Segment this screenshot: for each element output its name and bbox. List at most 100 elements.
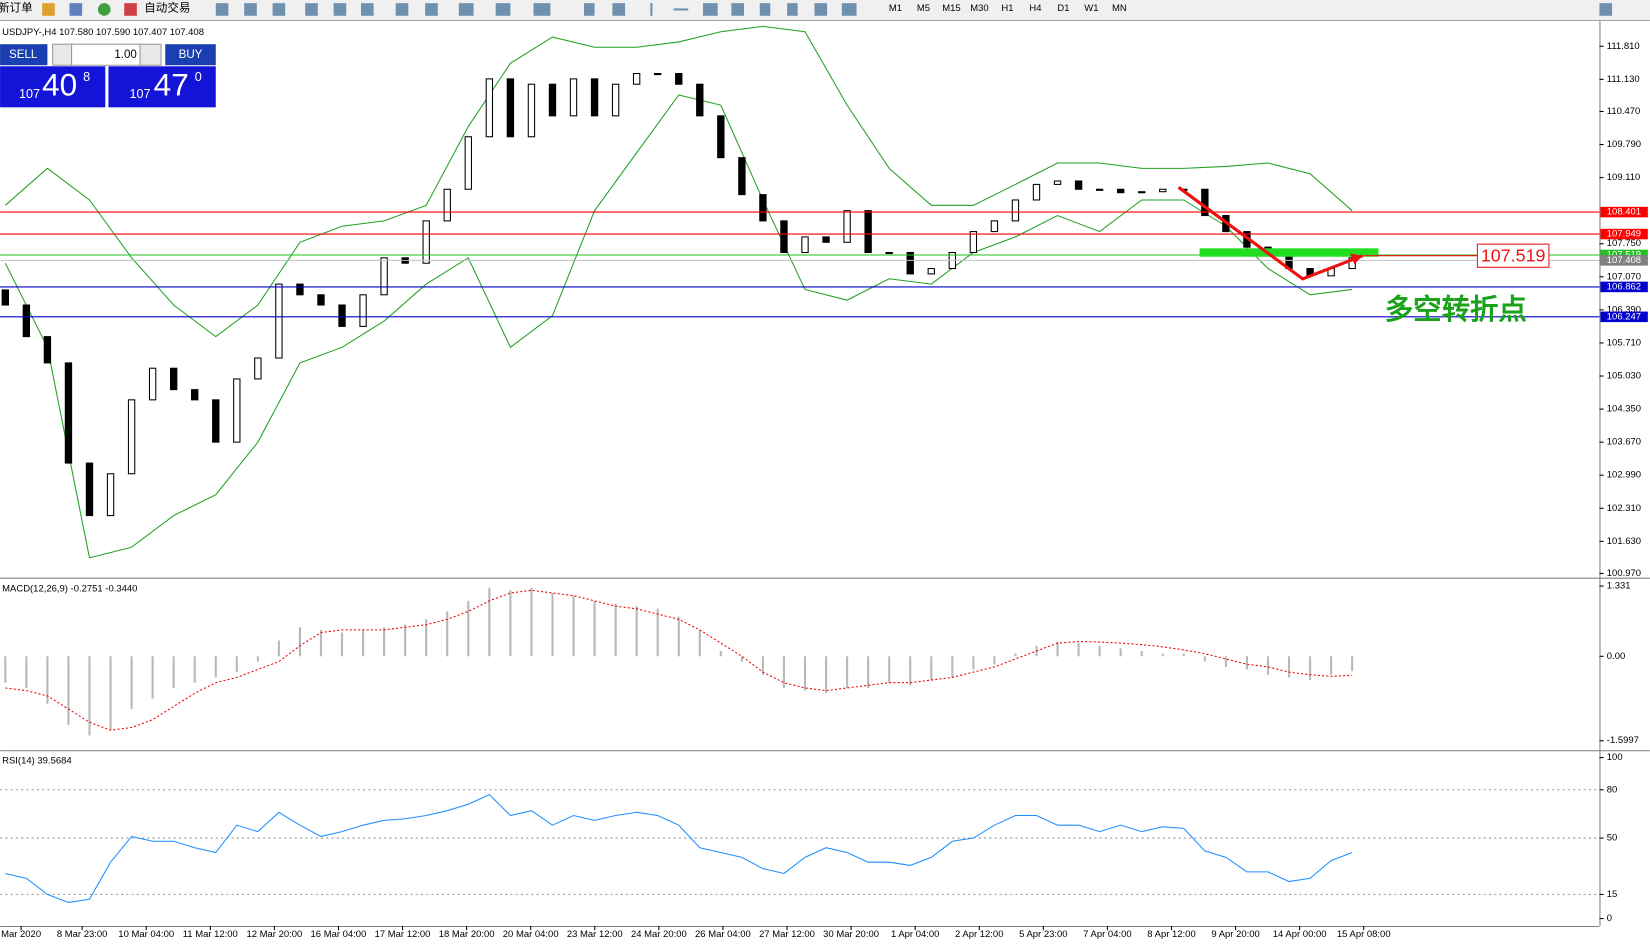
bid-box[interactable] [0,66,106,108]
auto-trade-button[interactable]: 自动交易 [144,0,190,14]
x-tick-label: 15 Apr 08:00 [1337,929,1391,940]
y-tick-label: 80 [1607,784,1618,795]
candle [169,367,178,391]
candle [85,462,94,517]
price-level-tag [1600,249,1648,261]
candle [569,78,578,117]
arrow-path [1177,186,1364,281]
candle [611,83,620,117]
icon[interactable] [759,3,771,16]
candle [1159,188,1167,193]
icon[interactable] [333,3,347,16]
timeframe-button[interactable]: W1 [1084,3,1098,14]
y-tick-label: 50 [1607,833,1618,844]
icon[interactable] [841,3,857,16]
y-tick-label: 100.970 [1607,568,1641,579]
icon[interactable] [702,3,718,16]
y-tick-label: 0.00 [1607,651,1625,662]
macd-signal [5,589,1353,731]
price-level-tag [1600,281,1648,293]
icon[interactable] [458,3,474,16]
candle [359,294,367,327]
x-tick-label: 12 Mar 20:00 [246,929,302,940]
sell-label[interactable]: SELL [9,49,38,61]
icon[interactable] [244,3,257,16]
y-tick-label: 111.130 [1607,74,1640,85]
sell-button[interactable] [0,44,48,66]
y-tick-label: 103.670 [1607,437,1641,448]
y-tick-label: 100 [1607,752,1623,763]
buy-label[interactable]: BUY [179,49,203,61]
icon[interactable] [425,3,438,16]
icon[interactable] [673,8,689,11]
y-tick-label: 15 [1607,889,1618,900]
candle [717,115,725,159]
x-tick-label: 24 Mar 20:00 [631,929,687,940]
icon[interactable] [42,3,55,16]
icon[interactable] [69,3,83,16]
icon[interactable] [305,3,318,16]
ask-main: 47 [154,67,189,103]
y-tick-label: 1.331 [1607,581,1631,592]
timeframe-button[interactable]: M1 [889,3,902,14]
candle [233,378,241,443]
icon[interactable] [533,3,551,16]
icon[interactable] [97,3,111,16]
candle [885,251,893,255]
timeframe-button[interactable]: M15 [942,3,960,14]
icon[interactable] [787,3,798,16]
ask-box[interactable] [108,66,216,108]
bid-main: 40 [42,67,77,103]
candle [43,336,52,364]
x-tick-label: 14 Apr 00:00 [1273,929,1327,940]
timeframe-button[interactable]: MN [1112,3,1127,14]
candle [317,294,325,306]
x-tick-label: 11 Mar 12:00 [183,929,238,940]
icon[interactable] [814,3,828,16]
timeframe-button[interactable]: H4 [1029,3,1041,14]
ask-small: 0 [195,70,202,84]
icon[interactable] [395,3,409,16]
timeframe-button[interactable]: M30 [970,3,988,14]
icon[interactable] [272,3,286,16]
candle [1116,188,1125,194]
new-order-button[interactable]: 新订单 [0,0,33,14]
icon[interactable] [650,3,653,16]
x-tick-label: 30 Mar 20:00 [823,929,879,940]
icon[interactable] [495,3,511,16]
lots-value[interactable]: 1.00 [114,49,137,61]
lots-up[interactable] [139,43,162,66]
turning-zone [1199,248,1379,257]
macd-title: MACD(12,26,9) -0.2751 -0.3440 [2,584,137,595]
x-tick-label: 26 Mar 04:00 [695,929,751,940]
icon[interactable] [124,3,137,16]
candle [485,78,494,138]
y-tick-label: 106.390 [1607,304,1641,315]
icon[interactable] [731,3,744,16]
price-level-tag [1600,228,1648,240]
candle [1,289,10,306]
timeframe-button[interactable]: H1 [1001,3,1013,14]
timeframes: M1 M5 M15 M30 H1 H4 D1 W1 MN [889,3,1127,14]
candle [801,236,809,254]
lots-down[interactable] [52,43,73,66]
candle [548,83,557,117]
icon[interactable] [360,3,374,16]
timeframe-button[interactable]: M5 [917,3,930,14]
candle [464,136,472,190]
icon[interactable] [1599,3,1613,16]
timeframe-button[interactable]: D1 [1057,3,1069,14]
icon[interactable] [612,3,626,16]
x-tick-label: 8 Mar 23:00 [57,929,108,940]
icon[interactable] [215,3,229,16]
icon[interactable] [584,3,595,16]
candle [212,399,220,443]
buy-button[interactable] [165,44,216,66]
y-tick-label: 109.790 [1607,139,1641,150]
candle [969,231,978,254]
candle [64,362,73,464]
x-tick-label: 23 Mar 12:00 [567,929,623,940]
rsi-line [5,793,1353,903]
x-tick-label: 16 Mar 04:00 [311,929,367,940]
candle [1138,191,1146,194]
